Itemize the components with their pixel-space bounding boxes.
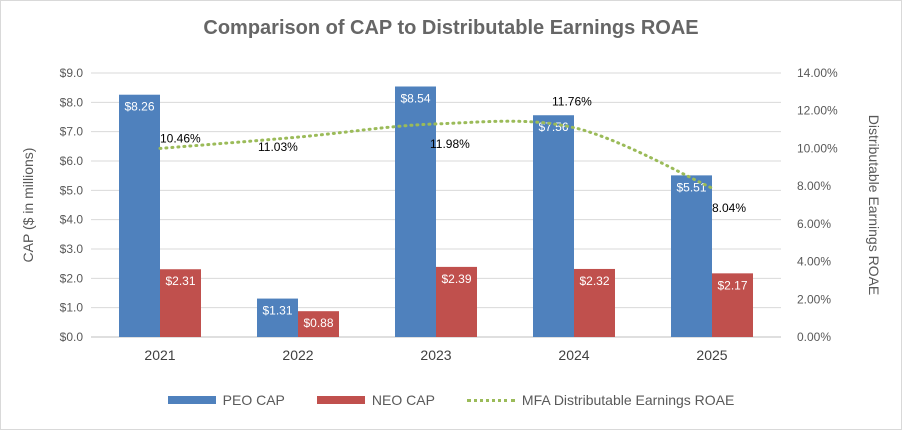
line-data-label: 11.76% <box>552 95 592 109</box>
bar-peo-cap <box>533 115 574 338</box>
x-tick-label: 2024 <box>558 347 589 363</box>
y-left-tick-label: $5.0 <box>60 183 84 197</box>
x-tick-label: 2021 <box>144 347 175 363</box>
legend-item-roae: MFA Distributable Earnings ROAE <box>466 392 735 408</box>
x-tick-label: 2022 <box>282 347 313 363</box>
line-data-label: 8.04% <box>712 201 746 215</box>
bar-peo-cap <box>671 175 712 337</box>
legend-swatch-neo-cap <box>316 396 365 404</box>
bar-data-label: $8.26 <box>124 100 154 114</box>
bar-neo-cap <box>574 268 615 337</box>
y-right-axis-title: Distributable Earnings ROAE <box>866 115 882 296</box>
y-left-tick-label: $6.0 <box>60 154 84 168</box>
legend-item-peo-cap: PEO CAP <box>167 392 285 408</box>
y-right-tick-label: 4.00% <box>797 255 831 269</box>
y-right-tick-label: 8.00% <box>797 179 831 193</box>
legend-item-neo-cap: NEO CAP <box>316 392 435 408</box>
y-right-tick-label: 14.00% <box>797 66 838 80</box>
legend-label-roae: MFA Distributable Earnings ROAE <box>521 392 735 408</box>
bar-peo-cap <box>395 86 436 337</box>
bar-data-label: $5.51 <box>676 180 706 194</box>
chart-title: Comparison of CAP to Distributable Earni… <box>203 17 699 39</box>
y-left-axis-title: CAP ($ in millions) <box>20 148 36 263</box>
bar-data-label: $2.17 <box>717 278 747 292</box>
y-left-tick-label: $8.0 <box>60 95 84 109</box>
legend-swatch-peo-cap <box>167 396 216 404</box>
bar-neo-cap <box>160 269 201 337</box>
bar-data-label: $0.88 <box>303 316 333 330</box>
line-data-label: 11.98% <box>430 137 470 151</box>
bar-data-label: $1.31 <box>262 304 292 318</box>
chart-legend: PEO CAP NEO CAP MFA Distributable Earnin… <box>1 389 901 411</box>
bar-neo-cap <box>436 266 477 337</box>
y-right-tick-label: 10.00% <box>797 141 838 155</box>
bar-data-label: $8.54 <box>400 91 430 105</box>
y-left-tick-label: $4.0 <box>60 213 84 227</box>
legend-label-peo-cap: PEO CAP <box>222 392 285 408</box>
line-series-roae <box>158 119 714 190</box>
line-data-label: 11.03% <box>258 140 298 154</box>
y-right-tick-label: 6.00% <box>797 217 831 231</box>
y-left-tick-label: $0.0 <box>60 330 84 344</box>
y-left-tick-label: $2.0 <box>60 271 84 285</box>
y-right-tick-label: 2.00% <box>797 292 831 306</box>
bar-data-label: $2.32 <box>579 274 609 288</box>
legend-swatch-roae <box>466 398 515 402</box>
line-data-label: 10.46% <box>160 131 201 145</box>
legend-label-neo-cap: NEO CAP <box>371 392 435 408</box>
y-left-tick-label: $7.0 <box>60 125 84 139</box>
bar-neo-cap <box>712 273 753 337</box>
bar-peo-cap <box>257 298 298 337</box>
bar-neo-cap <box>298 311 339 337</box>
y-right-tick-label: 12.00% <box>797 104 838 118</box>
y-left-tick-label: $9.0 <box>60 66 84 80</box>
x-tick-label: 2023 <box>420 347 451 363</box>
x-tick-label: 2025 <box>696 347 727 363</box>
y-left-tick-label: $3.0 <box>60 242 84 256</box>
y-left-tick-label: $1.0 <box>60 301 84 315</box>
bar-peo-cap <box>119 94 160 337</box>
y-right-tick-label: 0.00% <box>797 330 831 344</box>
bar-data-label: $2.31 <box>165 274 195 288</box>
bar-data-label: $2.39 <box>441 272 471 286</box>
